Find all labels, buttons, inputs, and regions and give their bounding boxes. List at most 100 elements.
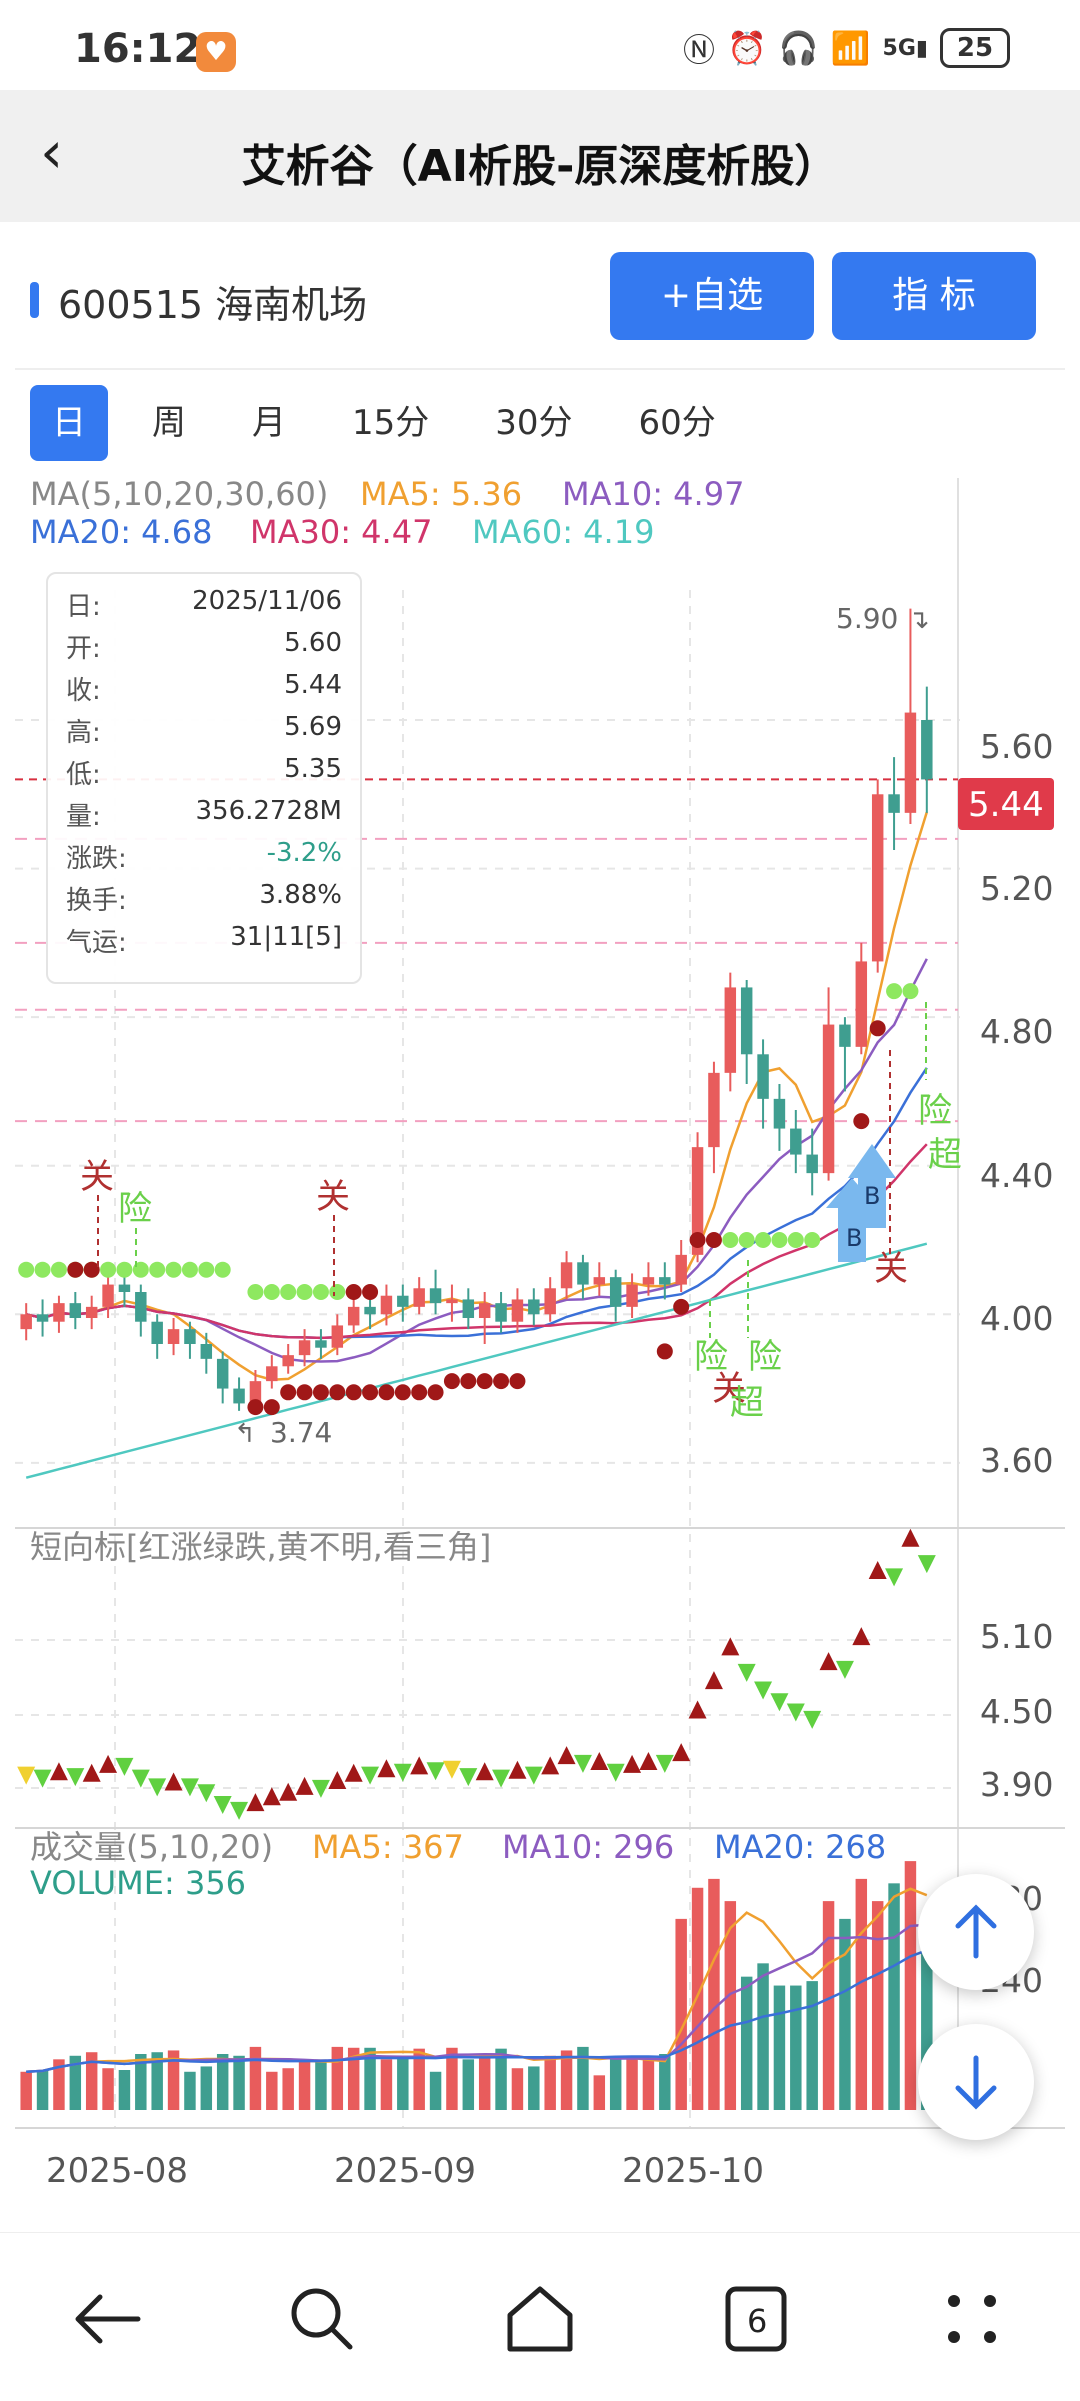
green-dot	[804, 1232, 821, 1248]
current-price-label: 5.44	[968, 785, 1044, 825]
info-row-high: 高: 5.69	[66, 712, 342, 748]
arrow-down-icon	[955, 2055, 997, 2110]
buy-b-label: B	[864, 1182, 880, 1210]
candle-body	[904, 712, 917, 813]
red-dot	[362, 1284, 379, 1300]
short-triangle	[246, 1793, 265, 1812]
volume-bar	[593, 2075, 606, 2110]
candle-body	[216, 1358, 229, 1389]
green-dot	[149, 1261, 166, 1278]
nav-tabs-icon[interactable]: 6	[716, 2279, 796, 2359]
volume-bar	[904, 1861, 917, 2110]
volume-bar	[478, 2055, 491, 2110]
red-dot	[296, 1384, 313, 1401]
nav-back-icon[interactable]	[68, 2279, 148, 2359]
green-dot	[263, 1284, 280, 1300]
volume-bar	[347, 2047, 360, 2110]
candle-body	[69, 1303, 82, 1318]
tab-60min[interactable]: 60分	[638, 403, 716, 443]
price-tick: 3.60	[980, 1441, 1053, 1480]
candle-body	[708, 1072, 720, 1148]
signal-labels: 关 险 关 险 关 超 险 关 险 超	[80, 1002, 962, 1423]
tab-month[interactable]: 月	[252, 403, 286, 443]
red-dot	[689, 1232, 706, 1248]
add-watchlist-button[interactable]: +自选	[610, 252, 814, 340]
ma-legend-params: MA(5,10,20,30,60)	[30, 475, 328, 513]
headphones-icon: 🎧	[778, 29, 819, 67]
green-dot	[247, 1284, 264, 1300]
short-triangle	[704, 1671, 723, 1690]
tab-day[interactable]: 日	[30, 385, 108, 461]
volume-bar	[413, 2048, 425, 2110]
short-triangle	[492, 1769, 511, 1788]
volume-bar	[380, 2059, 393, 2110]
ma5-legend: MA5: 5.36	[360, 475, 522, 513]
tab-30min[interactable]: 30分	[495, 403, 573, 443]
status-bar: 16:12 ♥ Ⓝ ⏰ 🎧 📶 5G▮ 25	[0, 0, 1080, 90]
short-triangle	[197, 1784, 216, 1803]
red-dot	[362, 1384, 379, 1401]
nfc-icon: Ⓝ	[682, 31, 715, 69]
volume-bar	[822, 1901, 835, 2110]
candle-body	[773, 1098, 786, 1129]
info-row-open: 开: 5.60	[66, 628, 342, 664]
back-icon[interactable]: ‹	[40, 118, 64, 186]
scroll-down-button[interactable]	[918, 2024, 1034, 2140]
candle-body	[822, 1024, 835, 1174]
short-triangle	[180, 1778, 199, 1797]
ma20-line	[25, 1067, 928, 1340]
stock-row: 600515 海南机场 +自选 指 标	[0, 240, 1080, 360]
info-row-volume: 量: 356.2728M	[66, 796, 342, 832]
volume-bar	[151, 2052, 163, 2110]
short-triangle	[557, 1746, 576, 1765]
volume-bar	[397, 2057, 409, 2110]
price-tick: 4.40	[980, 1156, 1053, 1195]
volume-bar	[233, 2055, 245, 2110]
volume-bar	[740, 1976, 753, 2110]
candle-body	[724, 987, 737, 1073]
date-tick: 2025-08	[46, 2151, 188, 2190]
stock-chart[interactable]: MA(5,10,20,30,60) MA5: 5.36 MA10: 4.97 M…	[0, 470, 1080, 2190]
indicator-button[interactable]: 指 标	[832, 252, 1036, 340]
red-dot	[345, 1384, 362, 1401]
candle-body	[233, 1388, 245, 1404]
volume-bar	[577, 2046, 589, 2110]
volume-bar	[806, 1981, 818, 2110]
volume-bar	[609, 2059, 622, 2110]
short-triangle	[573, 1754, 592, 1773]
price-tick: 4.80	[980, 1012, 1053, 1051]
candle-body	[20, 1314, 32, 1330]
red-dot	[67, 1261, 84, 1278]
signal-xian-label: 险	[918, 1091, 952, 1131]
red-dot	[705, 1232, 722, 1248]
volume-bar	[315, 2059, 327, 2110]
short-triangle	[262, 1787, 281, 1806]
price-tick: 5.20	[980, 869, 1053, 908]
short-triangle	[410, 1756, 429, 1775]
nav-home-icon[interactable]	[500, 2279, 580, 2359]
green-dot	[214, 1261, 231, 1278]
volume-bar	[20, 2071, 32, 2110]
short-triangle	[737, 1663, 756, 1682]
short-triangle	[311, 1779, 330, 1798]
wifi-icon: 📶	[830, 29, 871, 67]
short-triangle	[770, 1693, 789, 1712]
short-panel-grid	[15, 1639, 958, 1789]
green-dot	[771, 1232, 788, 1248]
tab-week[interactable]: 周	[152, 403, 186, 443]
red-dot	[656, 1343, 673, 1360]
green-dot	[787, 1232, 804, 1248]
info-row-date: 日: 2025/11/06	[66, 586, 342, 622]
nav-search-icon[interactable]	[282, 2279, 362, 2359]
green-dot	[738, 1232, 755, 1248]
short-triangle	[901, 1528, 920, 1547]
scroll-up-button[interactable]	[918, 1874, 1034, 1990]
tab-15min[interactable]: 15分	[352, 403, 430, 443]
volume-bar	[446, 2047, 458, 2110]
short-tick: 5.10	[980, 1617, 1053, 1656]
volume-bar	[36, 2070, 49, 2110]
short-triangle	[819, 1652, 838, 1671]
volume-bar	[871, 1901, 884, 2110]
nav-menu-icon[interactable]	[932, 2279, 1012, 2359]
volume-bar	[85, 2052, 98, 2110]
